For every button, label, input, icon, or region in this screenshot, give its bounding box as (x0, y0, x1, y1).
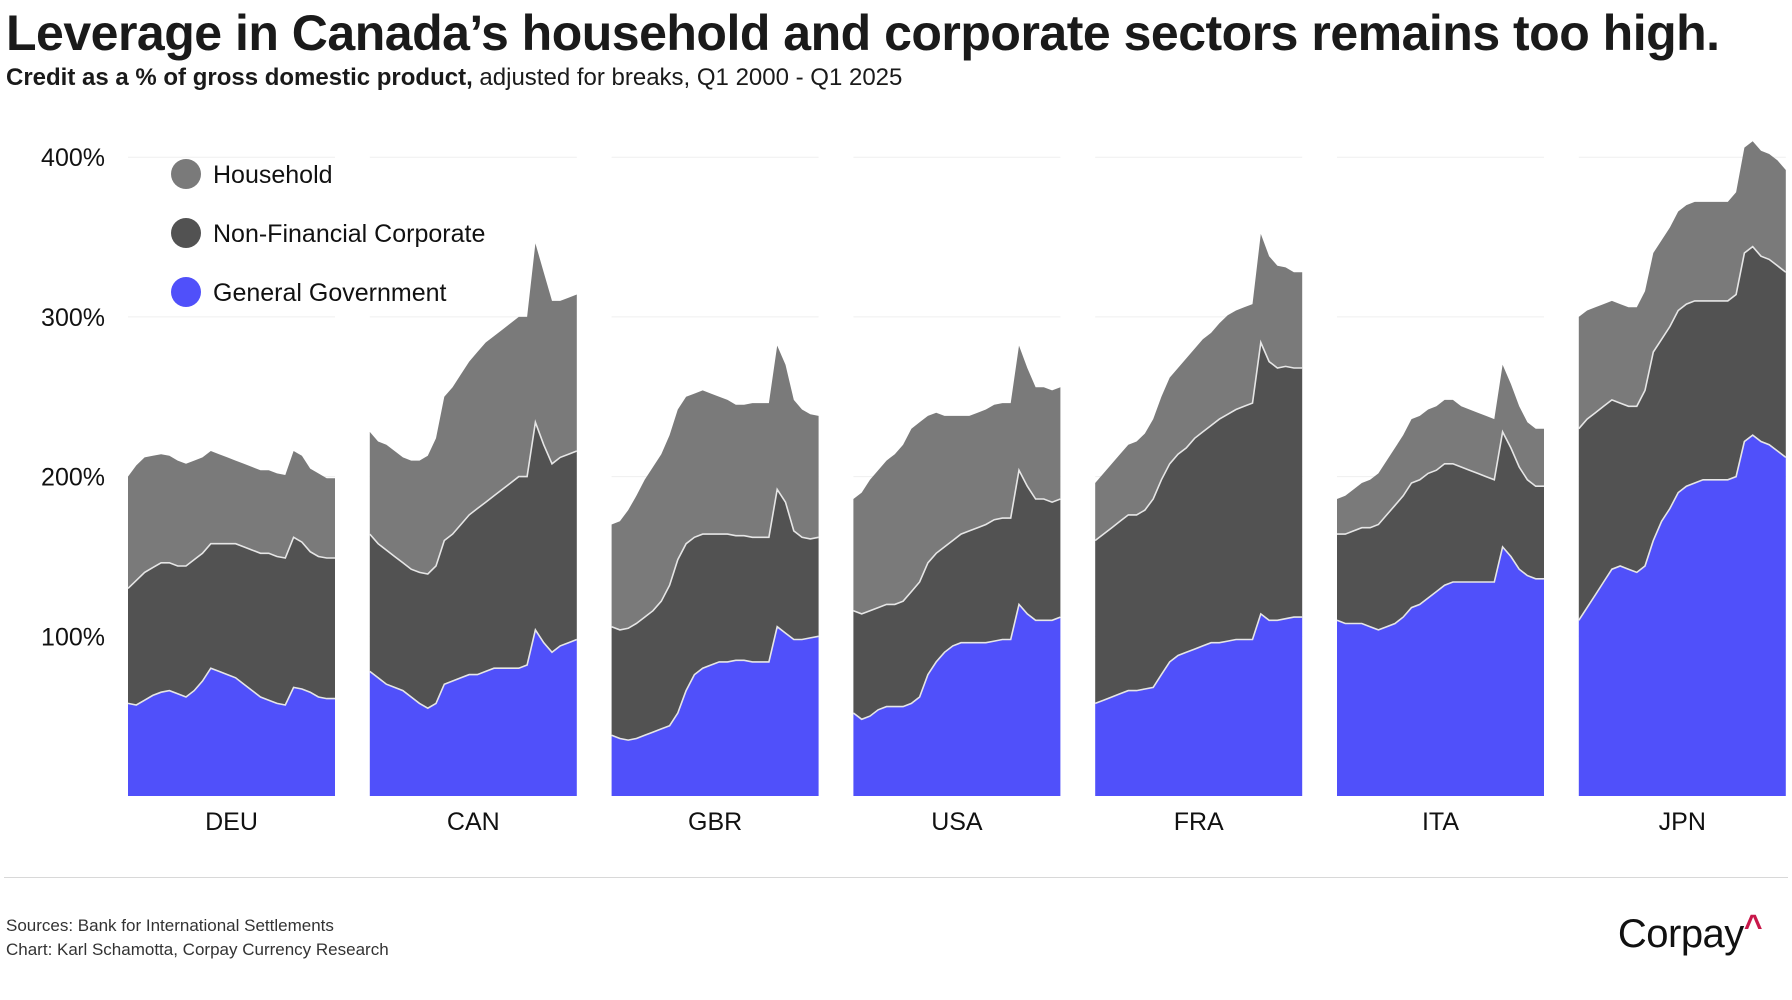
panel-ita: ITA (1336, 364, 1544, 836)
stack-boundary-line (1578, 245, 1787, 430)
subtitle-rest: adjusted for breaks, Q1 2000 - Q1 2025 (472, 64, 903, 91)
area-general-government (128, 668, 335, 796)
area-non-financial-corporate (853, 470, 1061, 720)
area-household (128, 451, 335, 589)
area-general-government (1337, 546, 1544, 796)
y-tick-label: 200% (41, 464, 105, 492)
area-general-government (1578, 435, 1786, 796)
x-category-label: FRA (1174, 808, 1224, 836)
subtitle-bold: Credit as a % of gross domestic product, (6, 64, 473, 91)
sources-text: Sources: Bank for International Settleme… (6, 916, 334, 935)
legend-item: Household (171, 159, 333, 189)
stack-boundary-line (1578, 434, 1787, 621)
y-tick-label: 100% (41, 623, 105, 651)
logo-caret-icon: ^ (1743, 908, 1763, 944)
x-category-label: GBR (688, 808, 742, 836)
area-household (1578, 141, 1786, 429)
panel-gbr: GBR (611, 345, 819, 836)
x-category-label: ITA (1422, 808, 1459, 836)
area-household (369, 243, 577, 574)
area-household (611, 345, 819, 630)
stack-boundary-line (1094, 339, 1303, 542)
legend-item: Non-Financial Corporate (171, 218, 485, 248)
stack-boundary-line (1337, 429, 1544, 535)
stack-boundary-line (127, 667, 335, 706)
chart-canvas: 100% 200% 300% 400% DEU CAN GBR USA FRA ITA JPN H… (41, 141, 1787, 836)
y-tick-label: 400% (41, 144, 105, 172)
x-category-label: USA (931, 808, 983, 836)
logo-text: Corpay (1617, 912, 1744, 956)
area-non-financial-corporate (611, 489, 819, 741)
legend-swatch-icon (171, 277, 201, 307)
stack-boundary-line (1094, 612, 1303, 705)
legend-item: General Government (171, 277, 447, 307)
area-general-government (853, 604, 1061, 796)
area-non-financial-corporate (1095, 342, 1303, 704)
chart-title: Leverage in Canada’s household and corpo… (6, 5, 1720, 61)
legend-label: Non-Financial Corporate (213, 220, 485, 248)
stack-boundary-line (369, 419, 578, 575)
panel-can: CAN (369, 243, 578, 836)
panel-deu: DEU (127, 451, 335, 836)
area-non-financial-corporate (1337, 431, 1544, 630)
y-tick-label: 300% (41, 304, 105, 332)
chart-subtitle: Credit as a % of gross domestic product,… (6, 64, 902, 92)
area-non-financial-corporate (128, 537, 335, 705)
area-non-financial-corporate (369, 422, 577, 709)
panel-usa: USA (852, 345, 1061, 836)
area-general-government (369, 629, 577, 796)
panel-jpn: JPN (1578, 141, 1787, 836)
stack-boundary-line (852, 602, 1061, 721)
x-category-label: DEU (205, 808, 258, 836)
stack-boundary-line (1336, 545, 1544, 631)
x-category-label: CAN (447, 808, 500, 836)
stack-boundary-line (369, 627, 578, 710)
area-general-government (611, 626, 819, 796)
stack-boundary-line (611, 487, 819, 631)
legend-label: Household (213, 161, 333, 189)
legend-label: General Government (213, 279, 447, 307)
area-household (1337, 364, 1544, 535)
legend-swatch-icon (171, 159, 201, 189)
corpay-logo: Corpay^ (1617, 908, 1763, 957)
stack-boundary-line (611, 625, 819, 741)
area-household (853, 345, 1061, 614)
panel-fra: FRA (1094, 233, 1303, 836)
stack-boundary-line (853, 467, 1061, 615)
area-non-financial-corporate (1578, 246, 1786, 621)
area-general-government (1095, 613, 1303, 796)
footer-divider (4, 877, 1788, 878)
legend-swatch-icon (171, 218, 201, 248)
credit-text: Chart: Karl Schamotta, Corpay Currency R… (6, 940, 389, 959)
legend: Household Non-Financial Corporate General … (171, 159, 485, 307)
facet-panels: DEU CAN GBR USA FRA ITA JPN (127, 141, 1787, 836)
footer: Sources: Bank for International Settleme… (6, 914, 389, 962)
x-category-label: JPN (1659, 808, 1706, 836)
stack-boundary-line (127, 536, 335, 589)
y-axis-ticks: 100% 200% 300% 400% (41, 144, 105, 651)
area-household (1095, 233, 1303, 541)
